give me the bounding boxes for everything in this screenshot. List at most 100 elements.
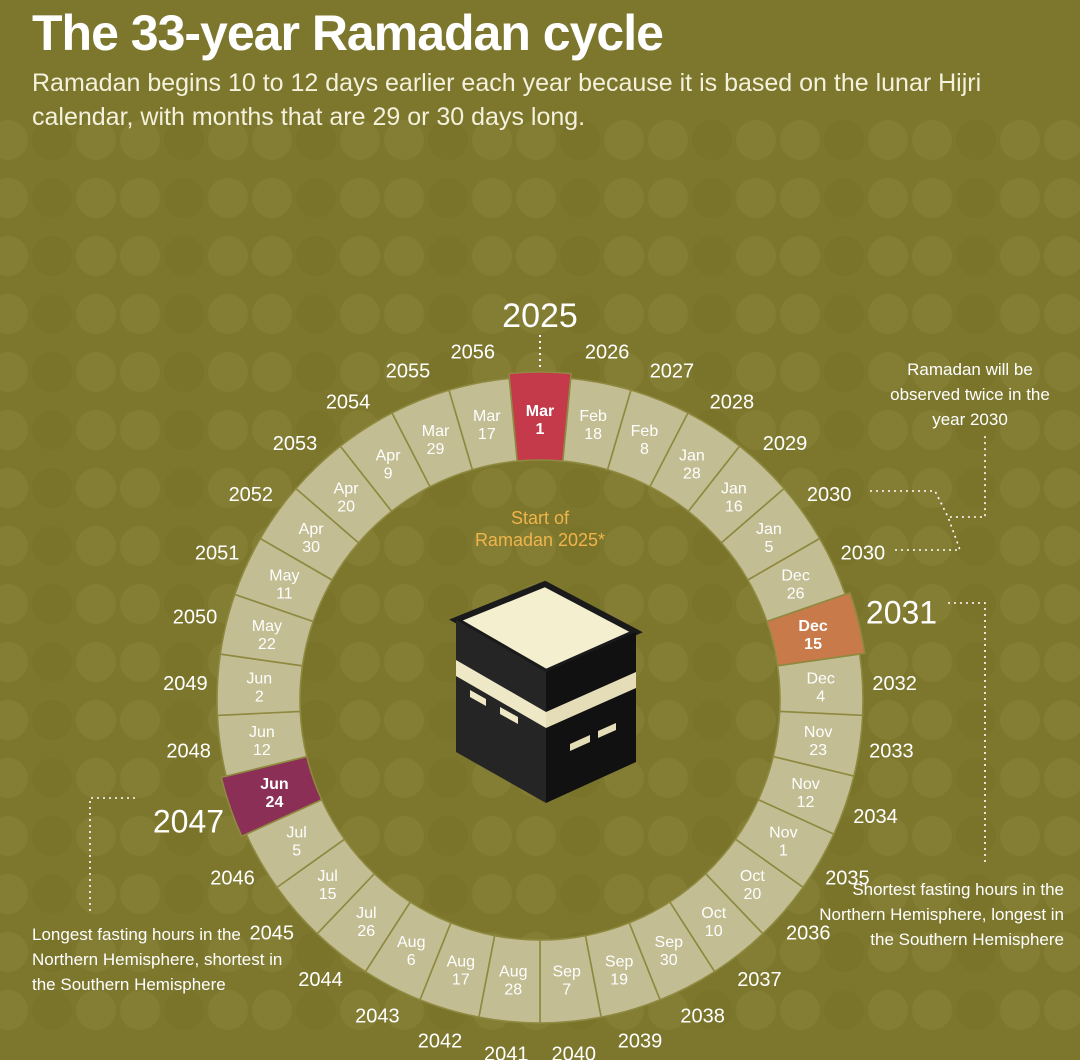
pattern-moon: [604, 352, 644, 392]
pattern-moon: [428, 120, 468, 160]
pattern-moon: [296, 352, 336, 392]
pattern-moon: [32, 120, 72, 160]
pattern-moon: [1000, 178, 1040, 218]
year-label-2028: 2028: [710, 391, 755, 413]
pattern-moon: [868, 584, 908, 624]
start-date-2041: Aug 28: [499, 964, 527, 999]
pattern-moon: [76, 816, 116, 856]
pattern-moon: [428, 584, 468, 624]
pattern-moon: [120, 700, 160, 740]
pattern-moon: [76, 700, 116, 740]
pattern-moon: [32, 642, 72, 682]
pattern-moon: [956, 932, 996, 972]
year-label-2044: 2044: [298, 969, 343, 991]
page-subtitle: Ramadan begins 10 to 12 days earlier eac…: [32, 69, 982, 131]
start-date-2038: Sep 30: [655, 934, 684, 969]
pattern-moon: [472, 178, 512, 218]
pattern-moon: [208, 294, 248, 334]
pattern-moon: [0, 990, 28, 1030]
pattern-moon: [868, 294, 908, 334]
pattern-moon: [516, 526, 556, 566]
start-date-2027: Feb 8: [631, 423, 659, 458]
pattern-moon: [912, 584, 952, 624]
pattern-moon: [0, 932, 28, 972]
pattern-moon: [1044, 874, 1080, 914]
pattern-moon: [208, 990, 248, 1030]
start-date-2042: Aug 17: [447, 954, 475, 989]
pattern-moon: [76, 932, 116, 972]
pattern-moon: [472, 236, 512, 276]
pattern-moon: [208, 874, 248, 914]
page-title: The 33-year Ramadan cycle: [32, 5, 664, 61]
pattern-moon: [384, 120, 424, 160]
pattern-moon: [1000, 526, 1040, 566]
start-date-2049: Jun 2: [246, 671, 272, 706]
pattern-moon: [736, 352, 776, 392]
pattern-moon: [1044, 178, 1080, 218]
pattern-moon: [76, 874, 116, 914]
pattern-moon: [164, 120, 204, 160]
pattern-moon: [868, 352, 908, 392]
pattern-moon: [736, 410, 776, 450]
year-label-2032: 2032: [872, 673, 917, 695]
pattern-moon: [868, 816, 908, 856]
pattern-moon: [208, 468, 248, 508]
pattern-moon: [780, 294, 820, 334]
start-date-2039: Sep 19: [605, 954, 634, 989]
pattern-moon: [956, 700, 996, 740]
pattern-moon: [824, 990, 864, 1030]
pattern-moon: [252, 294, 292, 334]
pattern-moon: [384, 700, 424, 740]
pattern-moon: [164, 468, 204, 508]
pattern-moon: [692, 700, 732, 740]
pattern-moon: [76, 584, 116, 624]
pattern-moon: [912, 700, 952, 740]
pattern-moon: [1000, 294, 1040, 334]
pattern-moon: [516, 120, 556, 160]
pattern-moon: [76, 120, 116, 160]
year-label-2042: 2042: [418, 1031, 463, 1053]
pattern-moon: [780, 178, 820, 218]
connector-2031-note: [948, 602, 986, 862]
pattern-moon: [0, 874, 28, 914]
pattern-moon: [340, 700, 380, 740]
pattern-moon: [76, 178, 116, 218]
pattern-moon: [252, 352, 292, 392]
pattern-moon: [1000, 410, 1040, 450]
pattern-moon: [1044, 584, 1080, 624]
pattern-moon: [0, 352, 28, 392]
pattern-moon: [956, 990, 996, 1030]
pattern-moon: [340, 178, 380, 218]
year-label-2053: 2053: [273, 433, 318, 455]
start-date-2030: Dec 26: [781, 567, 809, 602]
start-date-2036: Oct 20: [740, 868, 765, 903]
pattern-moon: [560, 178, 600, 218]
pattern-moon: [560, 468, 600, 508]
pattern-moon: [956, 874, 996, 914]
start-date-2051: May 11: [269, 567, 299, 602]
start-date-2033: Nov 23: [804, 724, 832, 759]
pattern-moon: [516, 874, 556, 914]
pattern-moon: [208, 352, 248, 392]
pattern-moon: [560, 874, 600, 914]
pattern-moon: [76, 236, 116, 276]
center-label-line-1: Start of: [511, 508, 570, 528]
pattern-moon: [604, 584, 644, 624]
pattern-moon: [120, 642, 160, 682]
pattern-moon: [648, 816, 688, 856]
pattern-moon: [868, 642, 908, 682]
pattern-moon: [604, 236, 644, 276]
pattern-moon: [472, 874, 512, 914]
pattern-moon: [912, 758, 952, 798]
year-label-2046: 2046: [210, 868, 255, 890]
pattern-moon: [692, 642, 732, 682]
year-label-2033: 2033: [869, 741, 914, 763]
pattern-moon: [604, 294, 644, 334]
pattern-moon: [384, 990, 424, 1030]
year-label-2036: 2036: [786, 922, 831, 944]
pattern-moon: [428, 352, 468, 392]
pattern-moon: [32, 758, 72, 798]
pattern-moon: [120, 352, 160, 392]
connector-2030-note: [870, 435, 986, 551]
pattern-moon: [956, 120, 996, 160]
